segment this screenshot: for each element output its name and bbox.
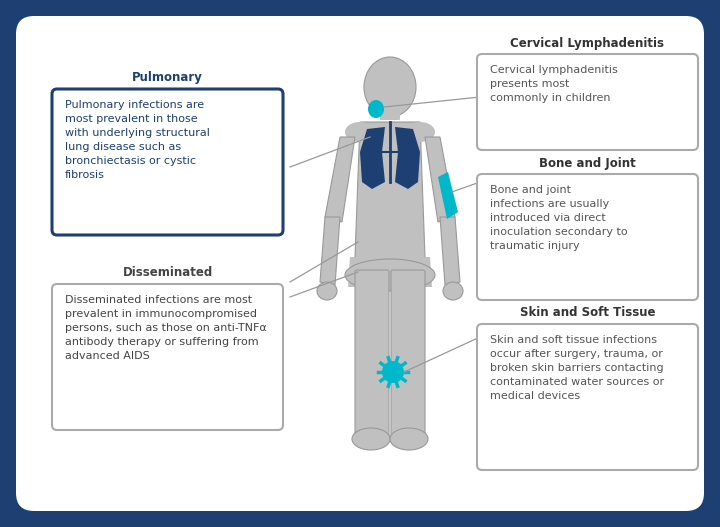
Polygon shape xyxy=(395,127,420,189)
Text: Disseminated: Disseminated xyxy=(122,267,212,279)
Polygon shape xyxy=(438,172,458,219)
FancyBboxPatch shape xyxy=(355,270,389,439)
Ellipse shape xyxy=(364,57,416,117)
FancyBboxPatch shape xyxy=(477,174,698,300)
Text: Bone and Joint: Bone and Joint xyxy=(539,157,636,170)
FancyBboxPatch shape xyxy=(391,270,425,439)
Ellipse shape xyxy=(345,259,435,291)
Text: Disseminated infections are most
prevalent in immunocompromised
persons, such as: Disseminated infections are most prevale… xyxy=(65,295,266,361)
Text: Cervical lymphadenitis
presents most
commonly in children: Cervical lymphadenitis presents most com… xyxy=(490,65,618,103)
FancyBboxPatch shape xyxy=(52,89,283,235)
Polygon shape xyxy=(355,122,425,277)
Polygon shape xyxy=(320,217,340,285)
Circle shape xyxy=(382,361,404,383)
Text: Skin and soft tissue infections
occur after surgery, trauma, or
broken skin barr: Skin and soft tissue infections occur af… xyxy=(490,335,664,401)
Text: Pulmonary infections are
most prevalent in those
with underlying structural
lung: Pulmonary infections are most prevalent … xyxy=(65,100,210,180)
Text: Cervical Lymphadenitis: Cervical Lymphadenitis xyxy=(510,36,665,50)
FancyBboxPatch shape xyxy=(477,324,698,470)
Polygon shape xyxy=(360,127,385,189)
FancyBboxPatch shape xyxy=(52,284,283,430)
Ellipse shape xyxy=(405,122,435,142)
Polygon shape xyxy=(425,137,455,222)
FancyBboxPatch shape xyxy=(16,16,704,511)
FancyBboxPatch shape xyxy=(477,54,698,150)
Text: Skin and Soft Tissue: Skin and Soft Tissue xyxy=(520,307,655,319)
Polygon shape xyxy=(440,217,460,285)
Text: Pulmonary: Pulmonary xyxy=(132,72,203,84)
Polygon shape xyxy=(348,257,432,287)
Ellipse shape xyxy=(390,428,428,450)
FancyBboxPatch shape xyxy=(380,93,400,120)
Ellipse shape xyxy=(317,282,337,300)
Ellipse shape xyxy=(443,282,463,300)
Text: Bone and joint
infections are usually
introduced via direct
inoculation secondar: Bone and joint infections are usually in… xyxy=(490,185,628,251)
Polygon shape xyxy=(325,137,355,222)
Ellipse shape xyxy=(368,100,384,118)
Ellipse shape xyxy=(352,428,390,450)
Ellipse shape xyxy=(345,122,375,142)
